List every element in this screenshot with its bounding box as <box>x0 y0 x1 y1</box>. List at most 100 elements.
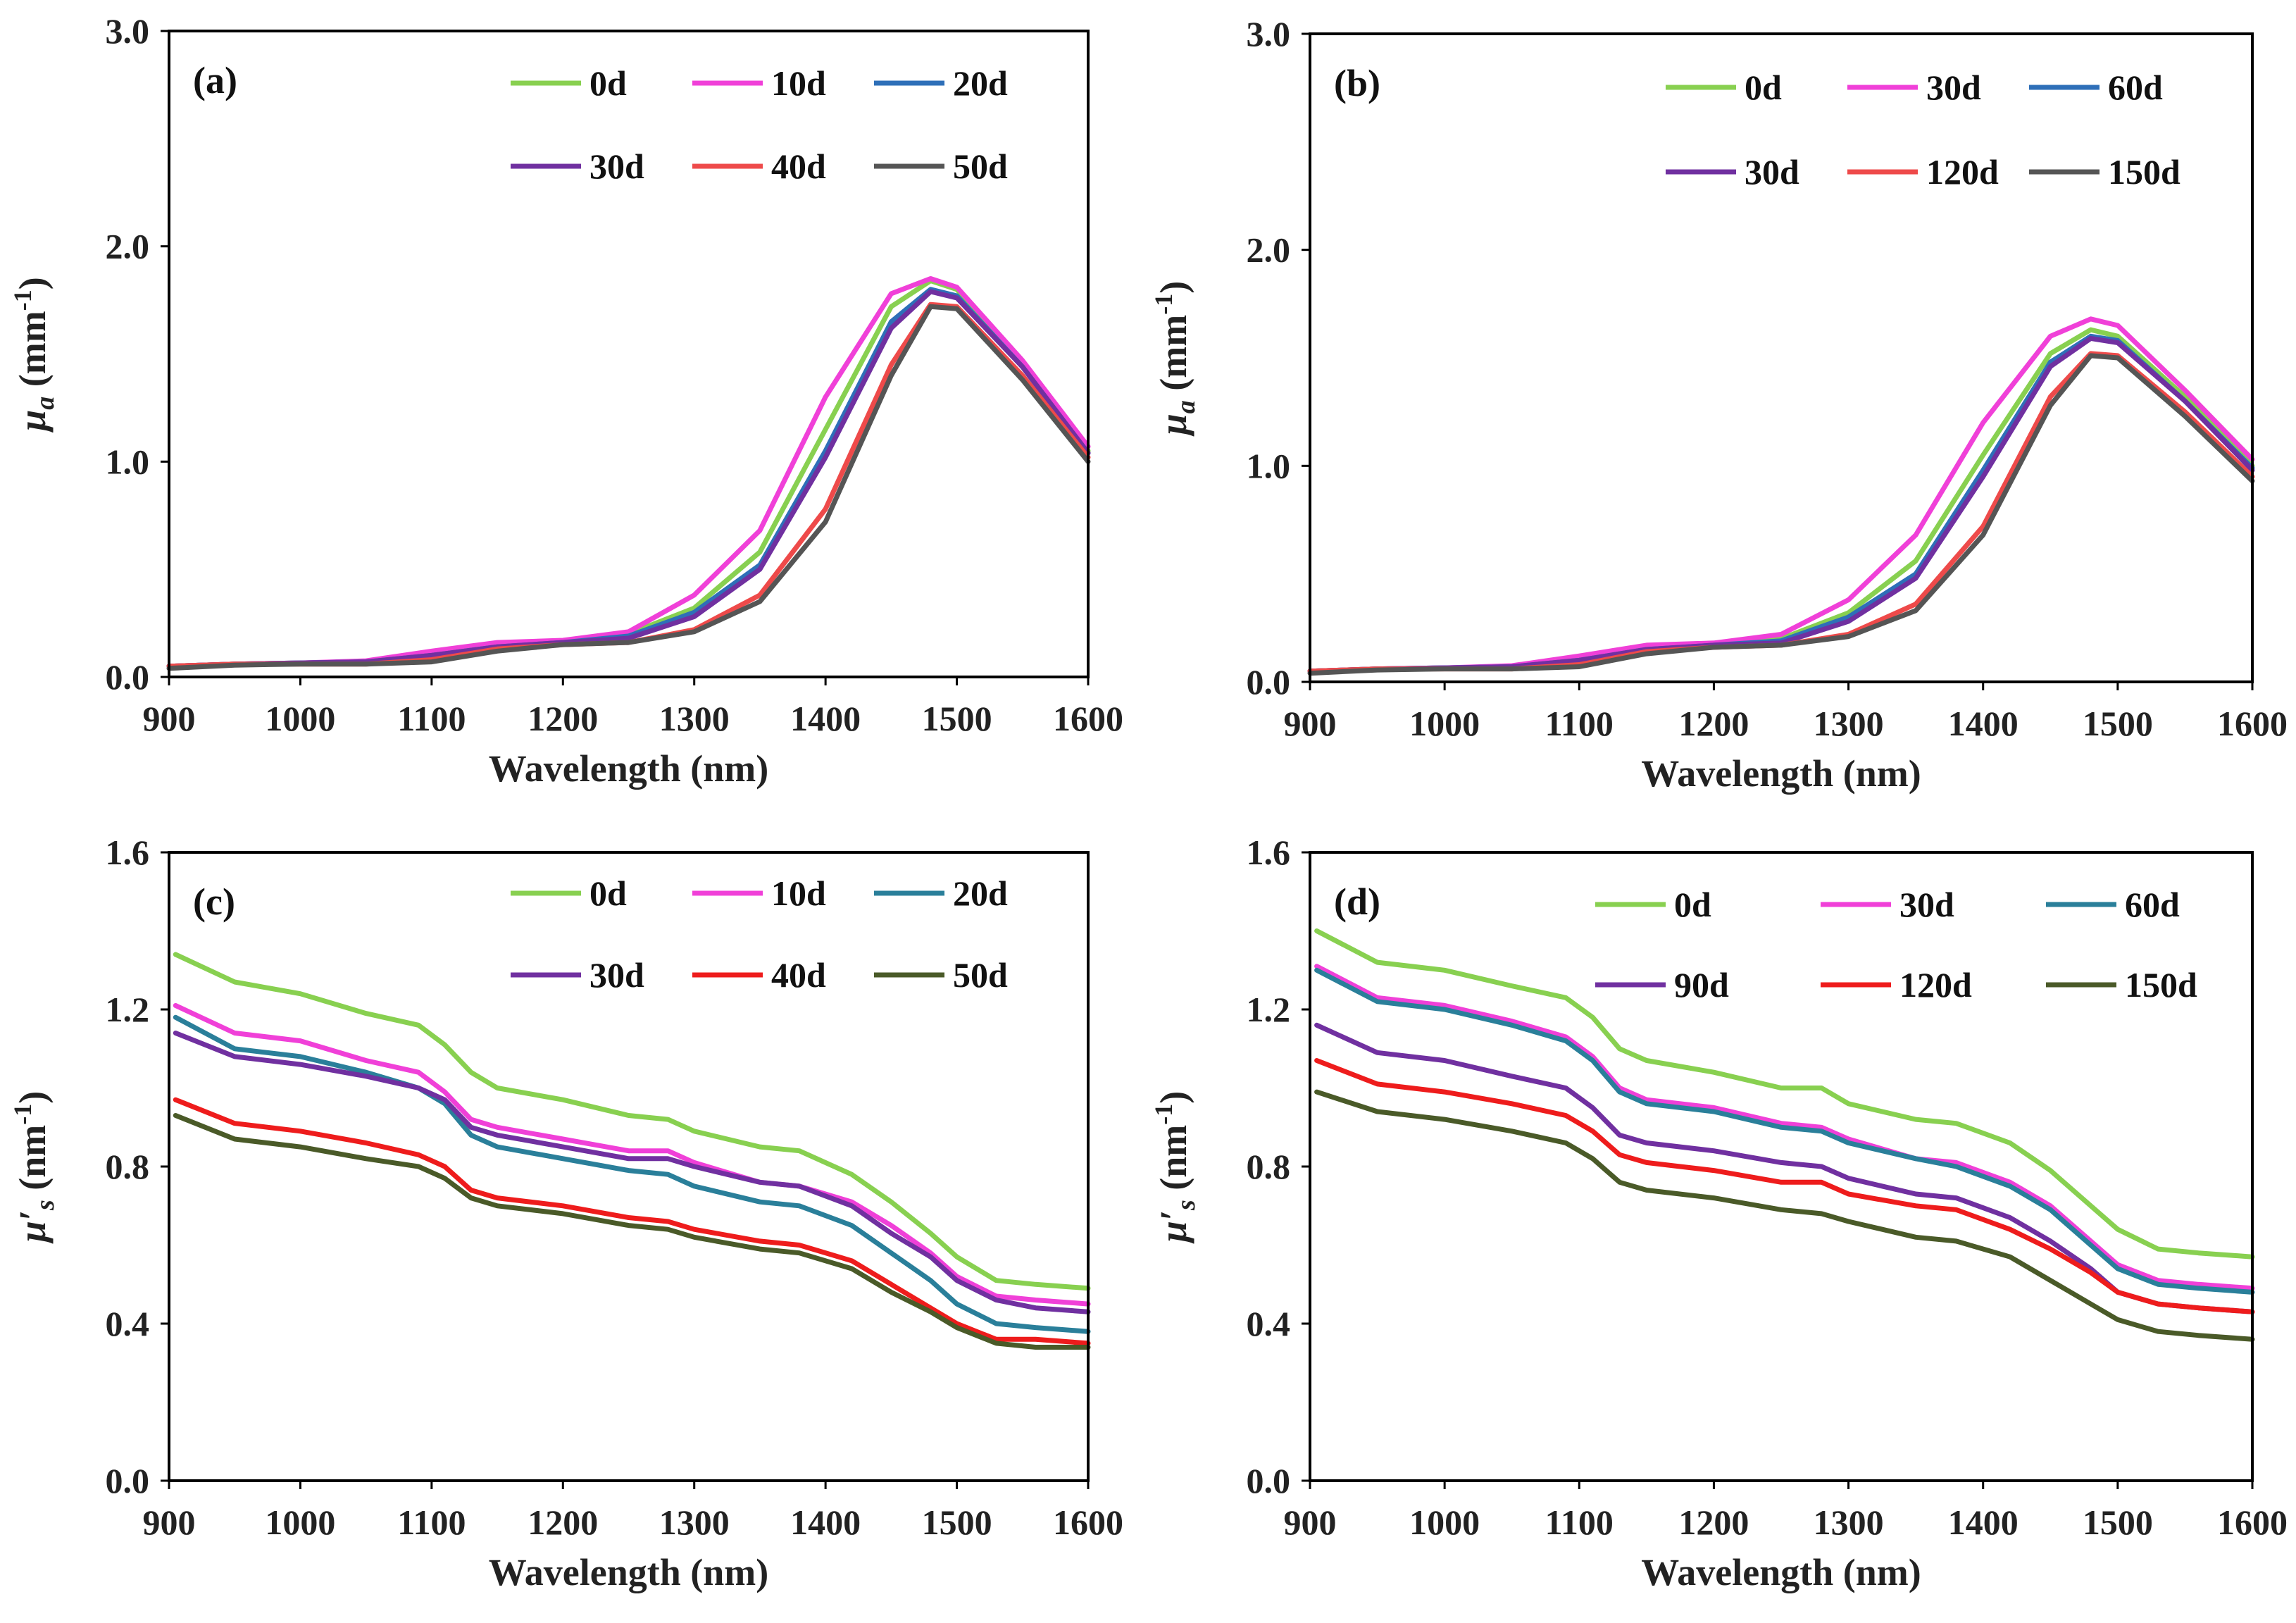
y-tick-label: 0.8 <box>1247 1147 1291 1186</box>
series-line-30d <box>173 1031 1091 1314</box>
x-tick-label: 1100 <box>397 699 466 738</box>
y-tick-label: 0.0 <box>106 657 150 697</box>
y-axis-unit-close: ) <box>11 277 54 290</box>
x-tick-label: 900 <box>143 699 196 738</box>
legend-label: 40d <box>771 147 826 186</box>
x-tick-label: 1100 <box>1545 704 1614 743</box>
legend-label: 120d <box>1899 965 1972 1005</box>
x-tick-label: 1100 <box>397 1503 466 1542</box>
series-line-120d <box>1314 1058 2255 1314</box>
y-axis-subscript: s <box>30 1200 60 1211</box>
y-axis-subscript: s <box>1171 1200 1201 1211</box>
x-tick-label: 1600 <box>2217 704 2288 743</box>
x-axis-title: Wavelength (nm) <box>489 747 769 790</box>
y-axis-title: μa (mm-1) <box>1149 281 1201 437</box>
series-line-60d <box>1314 967 2255 1295</box>
legend-label: 0d <box>1745 68 1782 107</box>
y-axis-unit: (mm <box>11 311 54 396</box>
x-tick-label: 1600 <box>1053 1503 1123 1542</box>
y-axis-unit: (nm <box>1152 1125 1194 1200</box>
chart-panel-2: 900 1000 1100 1200 1300 1400 1500 1600 0.0 1.0 2.0… <box>1149 14 2288 795</box>
y-tick-label: 0.0 <box>106 1461 150 1500</box>
series-line-10d <box>173 1002 1091 1307</box>
x-tick-label: 1300 <box>1814 704 1884 743</box>
x-tick-label: 1000 <box>1409 704 1480 743</box>
legend-label: 30d <box>589 147 644 186</box>
series-line-90d <box>1314 1022 2255 1314</box>
y-tick-label: 3.0 <box>106 11 150 51</box>
series-line-150d <box>1314 1089 2255 1342</box>
panel-label: (c) <box>193 881 235 923</box>
chart-panel-1: 900 1000 1100 1200 1300 1400 1500 1600 0.0 1.0 2.0… <box>8 11 1123 790</box>
legend-label: 10d <box>771 873 826 913</box>
series-line-30d <box>1307 316 2255 674</box>
x-tick-label: 900 <box>143 1503 196 1542</box>
y-axis-subscript: a <box>1171 400 1201 413</box>
series-line-0d <box>1314 928 2255 1260</box>
y-axis-unit-close: ) <box>11 1091 54 1104</box>
legend-label: 0d <box>1674 885 1711 924</box>
legend-label: 30d <box>1745 152 1799 192</box>
y-tick-label: 1.0 <box>106 442 150 481</box>
x-tick-label: 1400 <box>790 1503 861 1542</box>
legend-label: 50d <box>953 147 1008 186</box>
y-tick-label: 2.0 <box>106 227 150 266</box>
y-tick-label: 0.0 <box>1247 1461 1291 1500</box>
y-axis-unit: (mm <box>1152 315 1194 400</box>
y-axis-unit: (nm <box>11 1125 54 1200</box>
x-tick-label: 1300 <box>1814 1503 1884 1542</box>
legend-label: 0d <box>589 63 627 103</box>
x-tick-label: 1300 <box>659 1503 730 1542</box>
series-line-50d <box>173 1113 1091 1350</box>
legend-label: 50d <box>953 955 1008 995</box>
x-tick-label: 1500 <box>2083 704 2153 743</box>
series-line-30d <box>166 289 1091 669</box>
y-tick-label: 1.0 <box>1247 446 1291 485</box>
series-line-40d <box>173 1097 1091 1346</box>
series-line-120d <box>1307 351 2255 674</box>
series-line-40d <box>166 301 1091 669</box>
x-tick-label: 1500 <box>2083 1503 2153 1542</box>
y-axis-unit-close: ) <box>1152 281 1194 294</box>
series-line-60d <box>1307 333 2255 674</box>
y-tick-label: 0.8 <box>106 1147 150 1186</box>
y-tick-label: 2.0 <box>1247 230 1291 270</box>
y-tick-label: 0.4 <box>106 1304 150 1343</box>
legend-label: 30d <box>589 955 644 995</box>
y-axis-unit-close: ) <box>1152 1091 1194 1104</box>
plot-frame <box>168 851 1090 1482</box>
y-tick-label: 3.0 <box>1247 14 1291 54</box>
panel-label: (b) <box>1334 62 1380 104</box>
legend-label: 60d <box>2108 68 2163 107</box>
y-tick-label: 1.6 <box>1247 833 1291 872</box>
y-axis-unit-superscript: -1 <box>8 290 37 311</box>
plot-frame <box>1309 851 2254 1482</box>
legend-label: 150d <box>2125 965 2197 1005</box>
x-axis-title: Wavelength (nm) <box>489 1551 769 1593</box>
x-tick-label: 900 <box>1284 1503 1337 1542</box>
chart-panel-3: 900 1000 1100 1200 1300 1400 1500 1600 0.0 0.4 0.8… <box>8 833 1123 1593</box>
y-axis-symbol: μ′ <box>11 1210 54 1244</box>
x-tick-label: 1100 <box>1545 1503 1614 1542</box>
plot-frame <box>168 30 1090 678</box>
x-tick-label: 1200 <box>528 1503 598 1542</box>
y-axis-symbol: μ′ <box>1152 1210 1194 1244</box>
series-line-0d <box>173 952 1091 1291</box>
y-tick-label: 1.2 <box>106 990 150 1029</box>
y-axis-title: μ′s (nm-1) <box>8 1091 60 1245</box>
y-axis-symbol: μ <box>11 410 54 433</box>
legend-label: 20d <box>953 63 1008 103</box>
x-tick-label: 1200 <box>1678 1503 1749 1542</box>
series-line-30d <box>1314 964 2255 1291</box>
x-tick-label: 1200 <box>528 699 598 738</box>
x-tick-label: 1500 <box>922 699 992 738</box>
x-tick-label: 1300 <box>659 699 730 738</box>
legend-label: 60d <box>2125 885 2180 924</box>
panel-label: (a) <box>193 59 237 101</box>
y-axis-unit-superscript: -1 <box>8 1104 37 1125</box>
series-line-0d <box>166 278 1091 669</box>
x-tick-label: 1400 <box>1948 1503 2019 1542</box>
series-line-20d <box>166 287 1091 669</box>
x-axis-title: Wavelength (nm) <box>1641 1551 1921 1593</box>
